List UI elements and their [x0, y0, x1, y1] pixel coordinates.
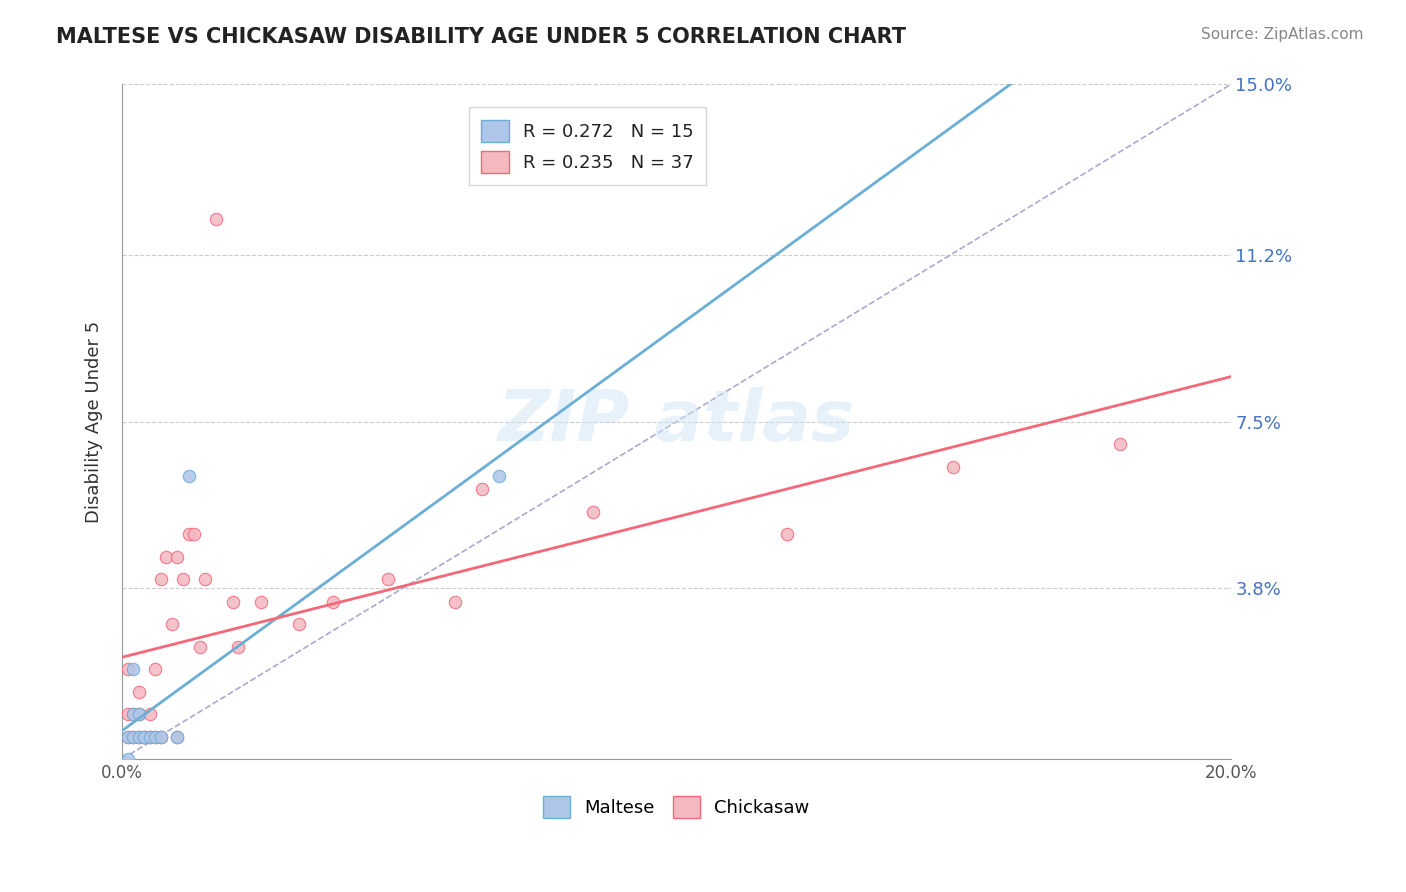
Point — [149, 730, 172, 744]
Point — [122, 706, 145, 721]
Point — [128, 730, 150, 744]
Point — [183, 527, 205, 541]
Point — [149, 730, 172, 744]
Point — [117, 752, 139, 766]
Point — [139, 706, 162, 721]
Point — [143, 730, 166, 744]
Point — [128, 706, 150, 721]
Point — [155, 549, 177, 564]
Point — [117, 706, 139, 721]
Legend: Maltese, Chickasaw: Maltese, Chickasaw — [530, 783, 823, 831]
Point — [166, 549, 188, 564]
Point — [117, 662, 139, 676]
Point — [942, 459, 965, 474]
Point — [117, 730, 139, 744]
Point — [776, 527, 799, 541]
Point — [128, 684, 150, 698]
Point — [582, 505, 605, 519]
Point — [177, 527, 200, 541]
Point — [288, 617, 311, 632]
Point — [166, 730, 188, 744]
Point — [134, 730, 156, 744]
Point — [117, 730, 139, 744]
Point — [188, 640, 211, 654]
Point — [122, 706, 145, 721]
Point — [134, 730, 156, 744]
Point — [471, 482, 494, 496]
Point — [172, 572, 194, 586]
Point — [160, 617, 183, 632]
Point — [143, 662, 166, 676]
Point — [205, 212, 228, 227]
Point — [249, 594, 271, 608]
Point — [443, 594, 465, 608]
Point — [122, 662, 145, 676]
Text: ZIP atlas: ZIP atlas — [498, 387, 855, 456]
Point — [139, 730, 162, 744]
Point — [228, 640, 250, 654]
Y-axis label: Disability Age Under 5: Disability Age Under 5 — [86, 320, 103, 523]
Point — [149, 572, 172, 586]
Point — [122, 730, 145, 744]
Point — [134, 730, 156, 744]
Point — [222, 594, 245, 608]
Point — [377, 572, 399, 586]
Point — [1108, 437, 1130, 451]
Point — [322, 594, 344, 608]
Point — [128, 706, 150, 721]
Point — [177, 468, 200, 483]
Point — [166, 730, 188, 744]
Point — [194, 572, 217, 586]
Point — [128, 730, 150, 744]
Text: Source: ZipAtlas.com: Source: ZipAtlas.com — [1201, 27, 1364, 42]
Text: MALTESE VS CHICKASAW DISABILITY AGE UNDER 5 CORRELATION CHART: MALTESE VS CHICKASAW DISABILITY AGE UNDE… — [56, 27, 907, 46]
Point — [139, 730, 162, 744]
Point — [488, 468, 510, 483]
Point — [143, 730, 166, 744]
Point — [122, 730, 145, 744]
